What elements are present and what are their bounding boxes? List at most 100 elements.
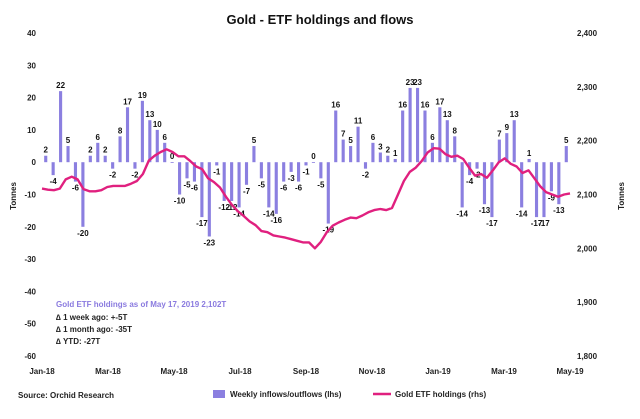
chart-title: Gold - ETF holdings and flows bbox=[226, 12, 413, 27]
bar bbox=[111, 162, 115, 169]
bar bbox=[51, 162, 55, 176]
source-note: Source: Orchid Research bbox=[18, 391, 114, 400]
bar bbox=[423, 110, 427, 163]
bar bbox=[252, 146, 256, 163]
bar bbox=[386, 155, 390, 163]
y-left-tick-label: -10 bbox=[24, 191, 36, 200]
bar-data-label: 2 bbox=[43, 146, 48, 155]
holdings-line bbox=[41, 147, 571, 250]
bar bbox=[393, 158, 397, 163]
bar-data-label: 0 bbox=[311, 152, 316, 161]
bar-data-label: -6 bbox=[280, 184, 288, 193]
bar bbox=[490, 162, 494, 218]
bar-data-label: -9 bbox=[548, 193, 556, 202]
bar-data-label: 8 bbox=[453, 126, 458, 135]
x-tick-label: May-19 bbox=[556, 367, 584, 376]
bar-data-label: 5 bbox=[348, 136, 353, 145]
bar-data-label: -17 bbox=[538, 219, 550, 228]
x-tick-label: Mar-19 bbox=[491, 367, 517, 376]
bar bbox=[475, 162, 479, 169]
bar-data-label: -1 bbox=[302, 167, 310, 176]
bar-data-label: 5 bbox=[252, 136, 257, 145]
bar-data-label: 7 bbox=[341, 130, 346, 139]
y-left-tick-label: -50 bbox=[24, 320, 36, 329]
bar-data-label: 5 bbox=[66, 136, 71, 145]
bar bbox=[192, 162, 197, 182]
bar bbox=[415, 87, 420, 163]
bar-data-label: 1 bbox=[393, 149, 398, 158]
y-right-tick-label: 2,400 bbox=[577, 29, 598, 38]
bar bbox=[185, 162, 189, 179]
y-left-tick-label: -40 bbox=[24, 287, 36, 296]
bar bbox=[326, 162, 330, 224]
bar-data-label: -4 bbox=[50, 177, 58, 186]
bar bbox=[170, 162, 174, 163]
bar-data-label: -14 bbox=[456, 209, 468, 218]
x-tick-label: Jan-18 bbox=[29, 367, 55, 376]
bar bbox=[259, 162, 263, 179]
bar bbox=[148, 120, 152, 163]
bar-data-label: -6 bbox=[295, 184, 303, 193]
bar-data-label: 6 bbox=[96, 133, 101, 142]
annotation-line: ∆ YTD: -27T bbox=[56, 337, 100, 346]
bar-data-label: -10 bbox=[174, 197, 186, 206]
bar bbox=[140, 100, 144, 163]
bar-data-label: 13 bbox=[510, 110, 519, 119]
bar-series bbox=[44, 87, 568, 237]
bar-data-label: 23 bbox=[413, 78, 422, 87]
bar bbox=[178, 162, 182, 195]
bar bbox=[66, 146, 70, 163]
bar bbox=[155, 129, 159, 163]
bar bbox=[267, 162, 271, 208]
annotation-line: ∆ 1 week ago: +-5T bbox=[56, 313, 127, 322]
bar-data-label: 5 bbox=[564, 136, 569, 145]
bar-data-label: 13 bbox=[145, 110, 154, 119]
bar bbox=[118, 136, 122, 163]
bar bbox=[349, 146, 353, 163]
y-right-tick-label: 2,100 bbox=[577, 191, 598, 200]
annotation-box: Gold ETF holdings as of May 17, 2019 2,1… bbox=[56, 300, 226, 346]
x-axis-ticks: Jan-18 Mar-18 May-18 Jul-18 Sep-18 Nov-18 Jan-… bbox=[29, 367, 584, 376]
bar-data-label: -1 bbox=[213, 167, 221, 176]
bar-data-label: 13 bbox=[443, 110, 452, 119]
legend-bar-swatch bbox=[213, 390, 225, 398]
bar-data-label: 17 bbox=[123, 97, 132, 106]
bar-data-label: 8 bbox=[118, 126, 123, 135]
bar-data-label: -2 bbox=[109, 171, 117, 180]
bar bbox=[430, 142, 434, 163]
bar-data-label: 16 bbox=[421, 101, 430, 110]
y-left-tick-label: 10 bbox=[27, 126, 36, 135]
bar bbox=[319, 162, 323, 179]
bar-data-label: 22 bbox=[56, 81, 65, 90]
bar bbox=[200, 162, 204, 218]
bar bbox=[125, 107, 130, 163]
bar bbox=[534, 162, 539, 218]
y-right-tick-label: 2,300 bbox=[577, 83, 598, 92]
y-left-tick-label: -30 bbox=[24, 255, 36, 264]
x-tick-label: Mar-18 bbox=[95, 367, 121, 376]
bar bbox=[408, 87, 412, 163]
bar bbox=[527, 158, 531, 163]
bar-data-label: 6 bbox=[162, 133, 167, 142]
bar bbox=[363, 162, 368, 169]
y-left-tick-label: 40 bbox=[27, 29, 36, 38]
legend: Weekly inflows/outflows (lhs) Gold ETF h… bbox=[213, 390, 486, 399]
bar-data-label: 16 bbox=[398, 101, 407, 110]
y-axis-left-ticks: 40 30 20 10 0 -10 -20 -30 -40 -50 -60 bbox=[24, 29, 36, 361]
bar-data-label: 2 bbox=[103, 146, 108, 155]
bar bbox=[401, 110, 405, 163]
legend-line-label: Gold ETF holdings (rhs) bbox=[395, 390, 486, 399]
bar-data-label: 0 bbox=[170, 152, 175, 161]
bar-data-label: -5 bbox=[183, 180, 191, 189]
annotation-heading: Gold ETF holdings as of May 17, 2019 2,1… bbox=[56, 300, 226, 309]
y-right-tick-label: 2,200 bbox=[577, 137, 598, 146]
bar bbox=[237, 162, 241, 208]
bar-data-label: -6 bbox=[191, 184, 199, 193]
bar-data-label: 2 bbox=[386, 146, 391, 155]
bar-data-label: -12 bbox=[226, 203, 238, 212]
x-tick-label: May-18 bbox=[160, 367, 188, 376]
y-left-tick-label: -20 bbox=[24, 223, 36, 232]
y-axis-left-label: Tonnes bbox=[9, 182, 18, 210]
